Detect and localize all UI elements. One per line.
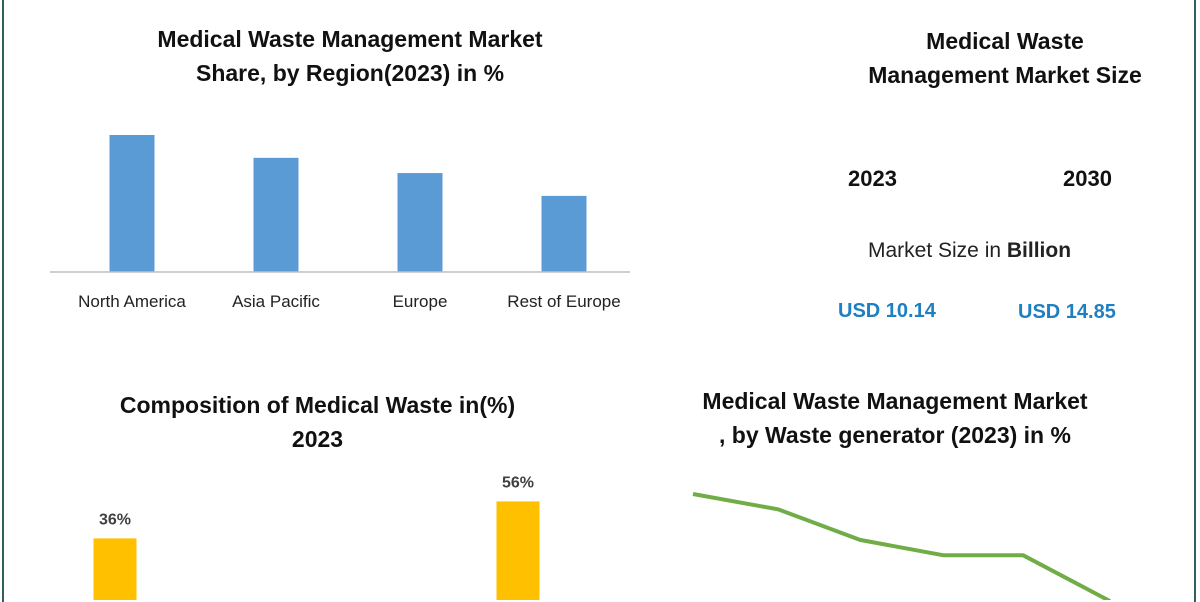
- market-size-label-unit: Billion: [1007, 239, 1071, 262]
- generator-chart-title: Medical Waste Management Market , by Was…: [660, 384, 1130, 452]
- region-tick-label-0: North America: [78, 292, 186, 311]
- region-chart-title: Medical Waste Management Market Share, b…: [100, 22, 600, 90]
- region-tick-label-1: Asia Pacific: [232, 292, 320, 311]
- composition-data-label-3: 56%: [502, 474, 534, 491]
- market-size-label: Market Size in Billion: [868, 239, 1071, 263]
- market-value-2023: USD 10.14: [838, 300, 936, 323]
- region-bar-1: [254, 158, 299, 272]
- generator-series-line: [693, 494, 1110, 600]
- market-size-label-prefix: Market Size in: [868, 239, 1007, 262]
- composition-bar-3: [497, 501, 540, 600]
- region-tick-label-3: Rest of Europe: [507, 292, 620, 311]
- composition-bar-chart: 36% 56%: [60, 455, 620, 600]
- region-bar-2: [398, 173, 443, 272]
- composition-chart-title: Composition of Medical Waste in(%) 2023: [80, 388, 555, 456]
- market-value-2030: USD 14.85: [1018, 301, 1116, 324]
- region-tick-label-2: Europe: [393, 292, 448, 311]
- region-bar-chart: North America Asia Pacific Europe Rest of E…: [50, 110, 640, 330]
- region-bar-3: [542, 196, 587, 272]
- composition-bar-0: [94, 538, 137, 600]
- composition-data-label-0: 36%: [99, 511, 131, 528]
- generator-line-chart: [660, 470, 1140, 600]
- region-bar-0: [110, 135, 155, 272]
- market-year-2030: 2030: [1063, 166, 1112, 192]
- market-year-2023: 2023: [848, 166, 897, 192]
- market-size-title: Medical Waste Management Market Size: [840, 24, 1170, 92]
